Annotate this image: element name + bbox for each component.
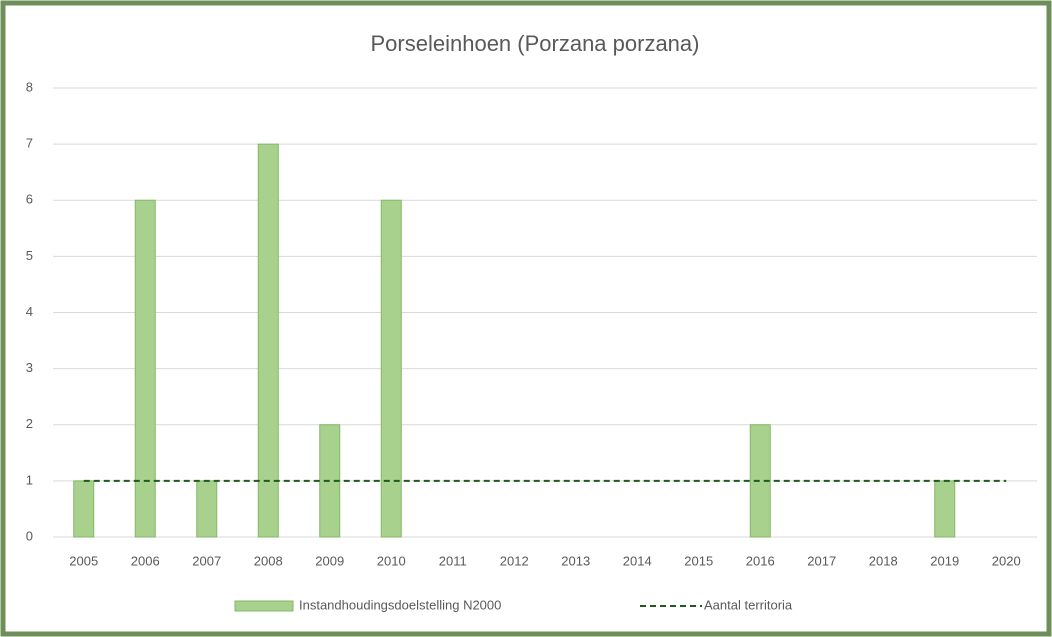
y-tick-label: 7: [26, 136, 33, 151]
y-tick-label: 8: [26, 79, 33, 94]
x-tick-label: 2013: [561, 553, 590, 568]
x-tick-label: 2014: [623, 553, 652, 568]
x-tick-label: 2016: [746, 553, 775, 568]
legend-label: Instandhoudingsdoelstelling N2000: [299, 597, 501, 612]
x-tick-label: 2010: [377, 553, 406, 568]
x-tick-label: 2017: [807, 553, 836, 568]
bar: [134, 199, 156, 538]
y-tick-label: 0: [26, 528, 33, 543]
y-tick-label: 6: [26, 192, 33, 207]
y-tick-label: 2: [26, 416, 33, 431]
y-tick-label: 5: [26, 248, 33, 263]
x-tick-label: 2020: [992, 553, 1021, 568]
y-tick-label: 1: [26, 472, 33, 487]
y-tick-label: 4: [26, 304, 33, 319]
y-tick-label: 3: [26, 360, 33, 375]
legend-label: Aantal territoria: [704, 597, 793, 612]
bar: [380, 199, 402, 538]
x-tick-label: 2007: [192, 553, 221, 568]
x-tick-label: 2005: [69, 553, 98, 568]
x-tick-label: 2018: [869, 553, 898, 568]
x-tick-label: 2012: [500, 553, 529, 568]
x-tick-label: 2006: [131, 553, 160, 568]
bar: [196, 480, 218, 538]
bar: [934, 480, 956, 538]
x-tick-label: 2009: [315, 553, 344, 568]
x-tick-label: 2019: [930, 553, 959, 568]
bar: [73, 480, 95, 538]
x-tick-label: 2015: [684, 553, 713, 568]
legend-swatch: [234, 600, 294, 612]
bar: [257, 143, 279, 538]
chart-title: Porseleinhoen (Porzana porzana): [371, 31, 700, 56]
bar: [749, 424, 771, 538]
x-tick-label: 2011: [439, 553, 467, 568]
x-tick-label: 2008: [254, 553, 283, 568]
